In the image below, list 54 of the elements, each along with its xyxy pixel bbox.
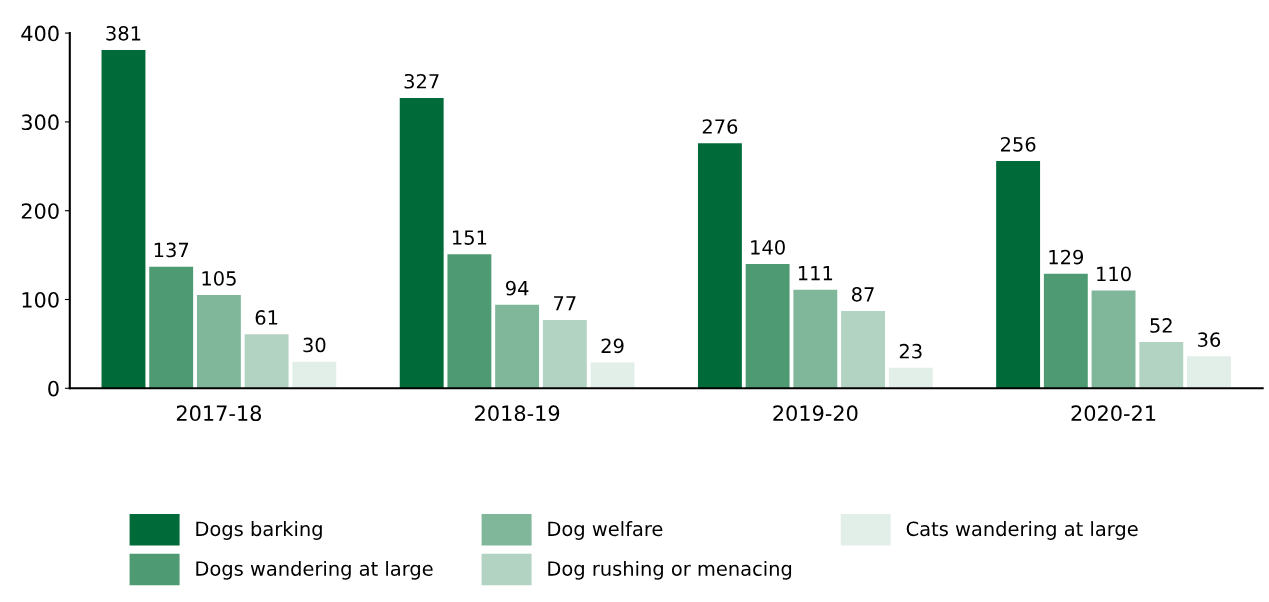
- data-label: 77: [554, 296, 576, 311]
- bar: [1091, 290, 1136, 389]
- bar: [149, 266, 194, 389]
- legend-label: Cats wandering at large: [906, 521, 1138, 540]
- data-label: 381: [106, 25, 141, 41]
- legend-label: Dogs barking: [196, 521, 322, 540]
- data-label: 256: [1000, 136, 1036, 152]
- bar: [447, 254, 492, 389]
- data-label: 327: [404, 73, 439, 89]
- bar: [399, 97, 444, 389]
- x-tick-label: 2019-20: [773, 405, 858, 422]
- y-tick-label: 300: [21, 114, 59, 131]
- data-label: 140: [751, 239, 785, 255]
- bar: [101, 49, 146, 389]
- legend-label: Dog rushing or menacing: [548, 560, 792, 580]
- x-tick-label: 2017-18: [176, 405, 261, 422]
- y-tick-label: 100: [22, 291, 59, 308]
- data-label: 276: [702, 119, 738, 134]
- x-tick-label: 2018-19: [475, 405, 560, 422]
- data-label: 105: [202, 271, 236, 286]
- bar: [495, 304, 540, 389]
- bar: [745, 263, 790, 389]
- data-label: 29: [601, 338, 624, 354]
- legend-label: Dogs wandering at large: [196, 560, 433, 580]
- y-tick-label: 400: [21, 25, 59, 42]
- bar: [1139, 342, 1184, 389]
- data-label: 52: [1150, 318, 1172, 333]
- bar: [590, 362, 635, 389]
- data-label: 137: [154, 242, 189, 258]
- data-label: 36: [1198, 332, 1221, 347]
- data-label: 23: [899, 343, 922, 359]
- x-tick-label: 2020-21: [1071, 405, 1156, 422]
- bar: [1043, 273, 1088, 389]
- bar: [542, 319, 587, 389]
- bar: [841, 311, 885, 389]
- y-tick-label: 200: [21, 203, 59, 219]
- y-tick-label: 0: [48, 380, 59, 397]
- data-label: 94: [505, 280, 529, 296]
- bar: [1187, 356, 1231, 389]
- bar: [196, 295, 241, 389]
- data-label: 110: [1097, 266, 1131, 282]
- data-label: 129: [1049, 249, 1084, 265]
- bar: [292, 361, 337, 389]
- bar: [888, 367, 933, 389]
- legend-label: Dog welfare: [548, 521, 663, 540]
- bar: [793, 289, 838, 389]
- data-label: 87: [851, 287, 874, 302]
- bar: [244, 334, 289, 389]
- data-label: 30: [303, 337, 326, 353]
- bar: [996, 160, 1041, 389]
- data-label: 61: [255, 310, 278, 325]
- data-label: 111: [798, 265, 833, 281]
- bar: [697, 143, 742, 389]
- data-label: 151: [452, 230, 487, 245]
